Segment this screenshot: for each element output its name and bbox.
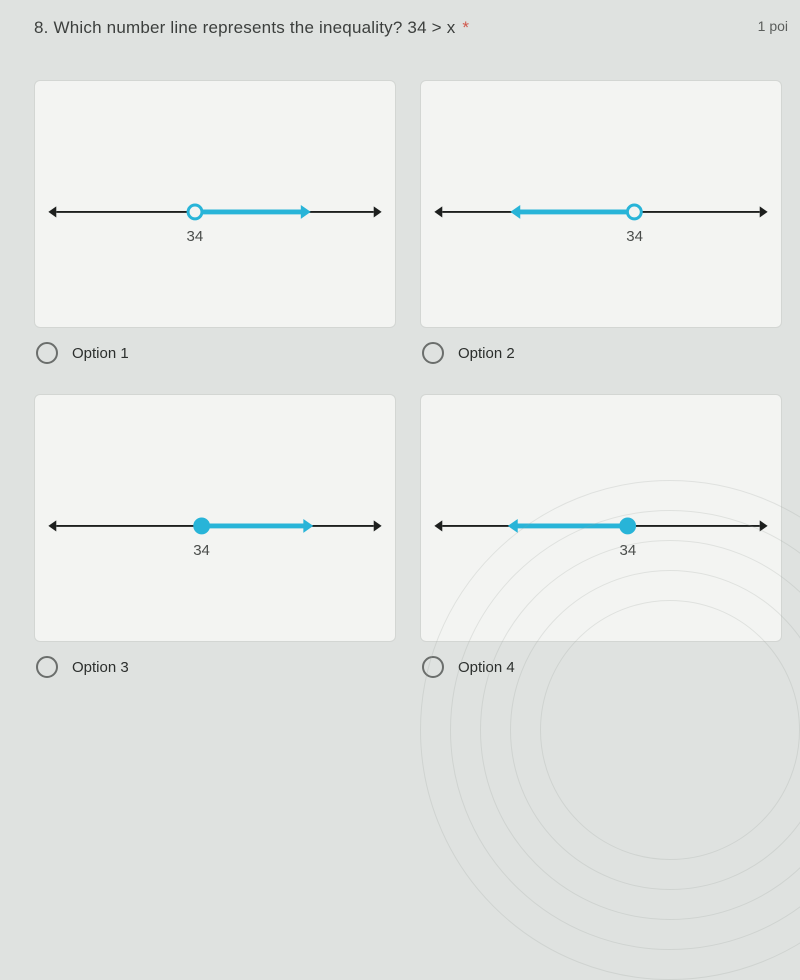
option-label-3: Option 3	[72, 659, 129, 676]
question-header: 8. Which number line represents the ineq…	[0, 0, 800, 48]
points-label: 1 poi	[758, 18, 788, 34]
numberline-svg-1	[35, 81, 395, 327]
radio-1[interactable]	[36, 342, 58, 364]
question-number: 8.	[34, 18, 49, 37]
option-row-3[interactable]: Option 3	[34, 656, 396, 678]
option-block-1: 34 Option 1	[34, 80, 396, 394]
options-grid: 34 Option 1 34 Option 2 34 Option 3	[0, 48, 800, 708]
question-body: Which number line represents the inequal…	[54, 18, 456, 37]
numberline-svg-4	[421, 395, 781, 641]
option-block-3: 34 Option 3	[34, 394, 396, 708]
question-text: 8. Which number line represents the ineq…	[34, 18, 469, 38]
option-label-2: Option 2	[458, 345, 515, 362]
numberline-card-2: 34	[420, 80, 782, 328]
numberline-card-3: 34	[34, 394, 396, 642]
tick-label-1: 34	[186, 228, 203, 245]
option-row-2[interactable]: Option 2	[420, 342, 782, 364]
numberline-card-1: 34	[34, 80, 396, 328]
radio-4[interactable]	[422, 656, 444, 678]
radio-2[interactable]	[422, 342, 444, 364]
option-label-4: Option 4	[458, 659, 515, 676]
option-block-4: 34 Option 4	[420, 394, 782, 708]
numberline-card-4: 34	[420, 394, 782, 642]
radio-3[interactable]	[36, 656, 58, 678]
numberline-svg-3	[35, 395, 395, 641]
tick-label-2: 34	[626, 228, 643, 245]
option-label-1: Option 1	[72, 345, 129, 362]
option-row-1[interactable]: Option 1	[34, 342, 396, 364]
tick-label-4: 34	[620, 542, 637, 559]
option-block-2: 34 Option 2	[420, 80, 782, 394]
option-row-4[interactable]: Option 4	[420, 656, 782, 678]
required-asterisk: *	[462, 18, 469, 37]
numberline-svg-2	[421, 81, 781, 327]
tick-label-3: 34	[193, 542, 210, 559]
